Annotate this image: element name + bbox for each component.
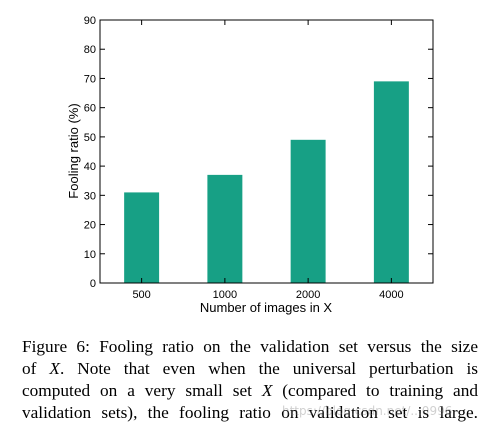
x-axis-title: Number of images in X bbox=[200, 300, 333, 315]
x-tick-label: 2000 bbox=[296, 289, 320, 301]
caption-line: Figure 6: Fooling ratio on the validatio… bbox=[22, 337, 478, 356]
y-tick-label: 30 bbox=[84, 190, 96, 202]
y-tick-label: 10 bbox=[84, 249, 96, 261]
x-tick-label: 1000 bbox=[213, 289, 237, 301]
watermark: https://blog.csdn.net/...0996 bbox=[282, 404, 453, 418]
plot-frame bbox=[99, 19, 434, 284]
y-tick-label: 0 bbox=[90, 278, 96, 290]
x-tick-label: 500 bbox=[132, 289, 150, 301]
caption-line: validation sets), the fooling ratio on v… bbox=[22, 403, 478, 422]
bar-1000 bbox=[207, 174, 243, 283]
x-axis-ticks: 500 1000 2000 4000 bbox=[132, 20, 404, 301]
y-axis-ticks: 0 10 20 30 40 50 60 70 80 90 bbox=[84, 15, 433, 290]
bars-group bbox=[124, 81, 409, 283]
bar-2000 bbox=[290, 139, 326, 283]
y-tick-label: 70 bbox=[84, 73, 96, 85]
bar-4000 bbox=[373, 81, 409, 283]
y-axis-title: Fooling ratio (%) bbox=[66, 103, 81, 198]
x-tick-label: 4000 bbox=[379, 289, 403, 301]
y-tick-label: 40 bbox=[84, 161, 96, 173]
y-tick-label: 80 bbox=[84, 44, 96, 56]
y-tick-label: 90 bbox=[84, 15, 96, 27]
y-tick-label: 50 bbox=[84, 132, 96, 144]
bar-500 bbox=[124, 192, 160, 283]
caption-line: computed on a very small set X (compared… bbox=[22, 381, 478, 400]
bar-chart: 0 10 20 30 40 50 60 70 80 90 500 1000 2000 4000 Numb… bbox=[66, 15, 434, 315]
math-symbol-x: X bbox=[49, 359, 60, 378]
figure-caption: Figure 6: Fooling ratio on the validatio… bbox=[22, 336, 478, 424]
math-symbol-x: X bbox=[261, 381, 273, 400]
y-tick-label: 20 bbox=[84, 220, 96, 232]
y-tick-label: 60 bbox=[84, 103, 96, 115]
caption-line: of X. Note that even when the universal … bbox=[22, 359, 479, 378]
